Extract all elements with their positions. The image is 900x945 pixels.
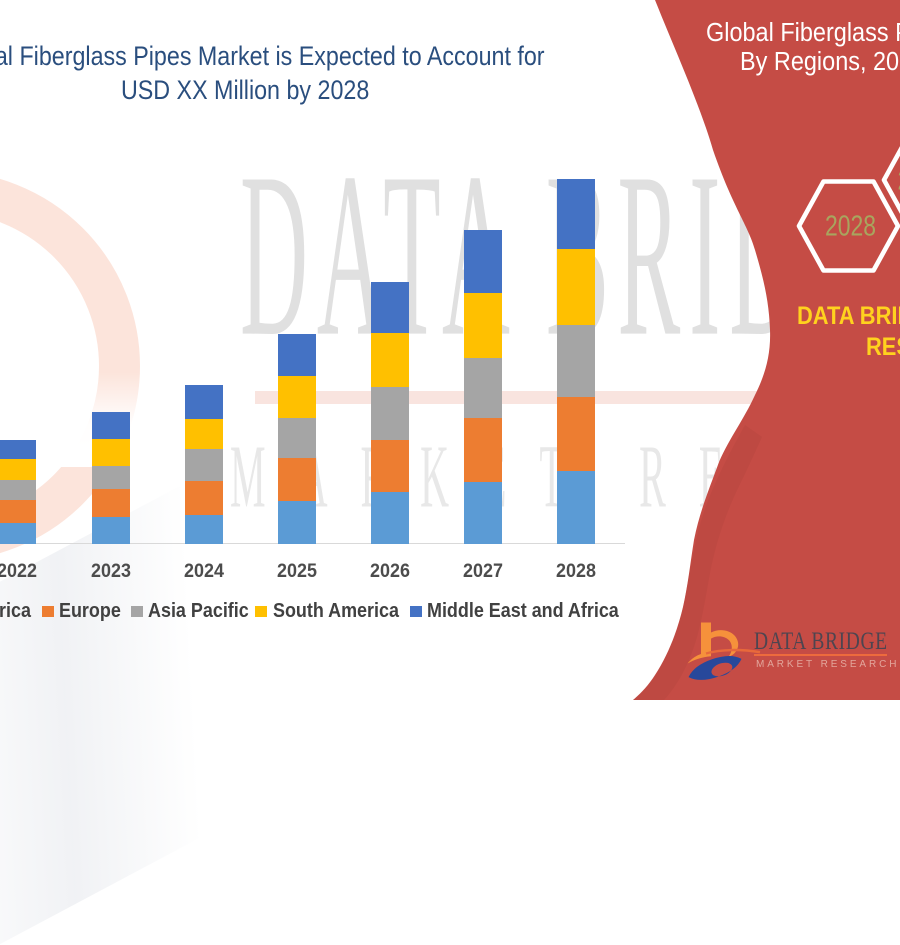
svg-text:2028: 2028 [825, 211, 876, 243]
